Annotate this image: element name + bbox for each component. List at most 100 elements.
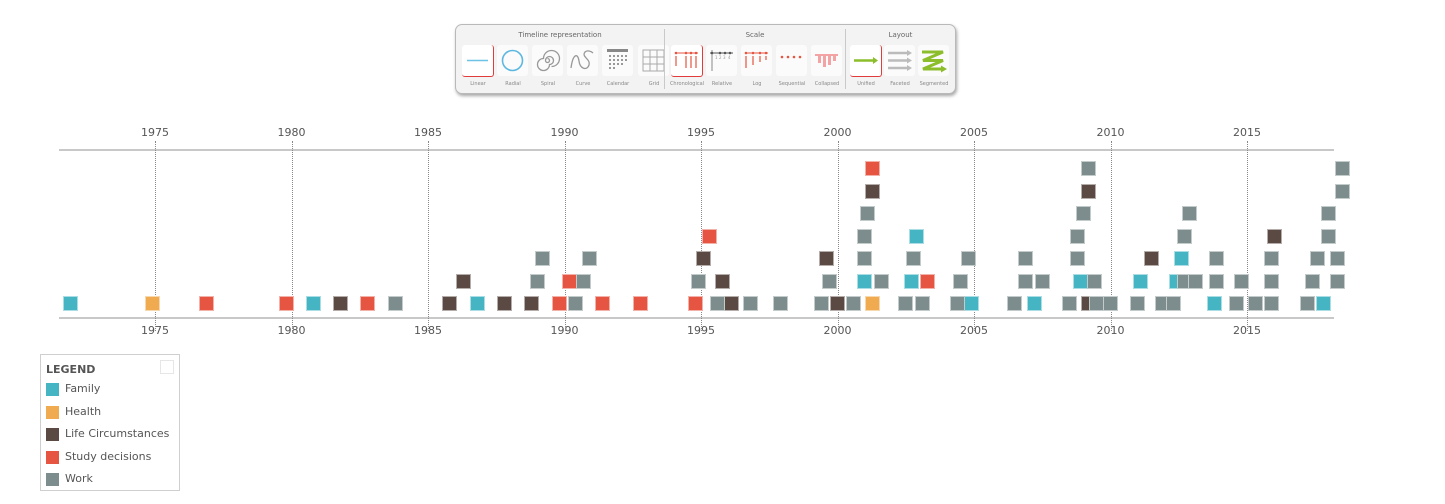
- event-marker-study-decisions[interactable]: [199, 296, 215, 311]
- event-marker-work[interactable]: [857, 228, 873, 244]
- event-marker-family[interactable]: [1133, 273, 1149, 289]
- event-marker-work[interactable]: [1018, 273, 1034, 289]
- event-marker-work[interactable]: [906, 251, 922, 266]
- event-marker-life-circumstances[interactable]: [1143, 251, 1159, 266]
- event-marker-family[interactable]: [305, 296, 321, 311]
- event-marker-work[interactable]: [1187, 273, 1203, 289]
- collapsed-button[interactable]: [811, 45, 842, 76]
- event-marker-work[interactable]: [1007, 296, 1023, 311]
- spiral-button[interactable]: [532, 45, 563, 76]
- event-marker-work[interactable]: [709, 296, 725, 311]
- log-button[interactable]: [741, 45, 772, 76]
- event-marker-family[interactable]: [909, 228, 925, 244]
- event-marker-family[interactable]: [1173, 251, 1189, 266]
- event-marker-life-circumstances[interactable]: [1081, 183, 1097, 199]
- event-marker-work[interactable]: [1228, 296, 1244, 311]
- event-marker-life-circumstances[interactable]: [442, 296, 458, 311]
- unified-button[interactable]: [850, 45, 882, 77]
- event-marker-health[interactable]: [865, 296, 881, 311]
- event-marker-work[interactable]: [857, 251, 873, 266]
- chronological-button[interactable]: [671, 45, 703, 77]
- legend-detach-icon[interactable]: [160, 360, 174, 374]
- event-marker-life-circumstances[interactable]: [865, 183, 881, 199]
- event-marker-work[interactable]: [1070, 251, 1086, 266]
- event-marker-family[interactable]: [1315, 296, 1331, 311]
- event-marker-work[interactable]: [1018, 251, 1034, 266]
- event-marker-life-circumstances[interactable]: [1266, 228, 1282, 244]
- event-marker-work[interactable]: [1165, 296, 1181, 311]
- event-marker-study-decisions[interactable]: [595, 296, 611, 311]
- event-marker-study-decisions[interactable]: [920, 273, 936, 289]
- event-marker-work[interactable]: [860, 206, 876, 221]
- event-marker-family[interactable]: [1206, 296, 1222, 311]
- event-marker-family[interactable]: [857, 273, 873, 289]
- event-marker-life-circumstances[interactable]: [496, 296, 512, 311]
- event-marker-work[interactable]: [1075, 206, 1091, 221]
- faceted-button[interactable]: [884, 45, 915, 76]
- event-marker-work[interactable]: [1329, 273, 1345, 289]
- segmented-button[interactable]: [918, 45, 949, 76]
- event-marker-work[interactable]: [1086, 273, 1102, 289]
- event-marker-work[interactable]: [1247, 296, 1263, 311]
- event-marker-work[interactable]: [1182, 206, 1198, 221]
- event-marker-work[interactable]: [1062, 296, 1078, 311]
- event-marker-work[interactable]: [1081, 161, 1097, 176]
- event-marker-work[interactable]: [961, 251, 977, 266]
- event-marker-work[interactable]: [1264, 273, 1280, 289]
- event-marker-work[interactable]: [950, 296, 966, 311]
- event-marker-study-decisions[interactable]: [865, 161, 881, 176]
- event-marker-work[interactable]: [1299, 296, 1315, 311]
- event-marker-work[interactable]: [1176, 228, 1192, 244]
- radial-button[interactable]: [497, 45, 528, 76]
- event-marker-life-circumstances[interactable]: [723, 296, 739, 311]
- event-marker-family[interactable]: [62, 296, 78, 311]
- event-marker-family[interactable]: [469, 296, 485, 311]
- event-marker-work[interactable]: [535, 251, 551, 266]
- event-marker-work[interactable]: [690, 273, 706, 289]
- event-marker-work[interactable]: [846, 296, 862, 311]
- event-marker-family[interactable]: [1026, 296, 1042, 311]
- event-marker-family[interactable]: [903, 273, 919, 289]
- event-marker-study-decisions[interactable]: [688, 296, 704, 311]
- event-marker-study-decisions[interactable]: [633, 296, 649, 311]
- event-marker-life-circumstances[interactable]: [524, 296, 540, 311]
- event-marker-work[interactable]: [1034, 273, 1050, 289]
- event-marker-life-circumstances[interactable]: [333, 296, 349, 311]
- event-marker-study-decisions[interactable]: [701, 228, 717, 244]
- event-marker-work[interactable]: [1329, 251, 1345, 266]
- event-marker-work[interactable]: [821, 273, 837, 289]
- event-marker-work[interactable]: [1103, 296, 1118, 311]
- event-marker-work[interactable]: [1310, 251, 1326, 266]
- event-marker-life-circumstances[interactable]: [455, 273, 471, 289]
- event-marker-work[interactable]: [581, 251, 597, 266]
- event-marker-work[interactable]: [1321, 206, 1337, 221]
- event-marker-work[interactable]: [1264, 296, 1280, 311]
- event-marker-study-decisions[interactable]: [360, 296, 376, 311]
- event-marker-work[interactable]: [1321, 228, 1337, 244]
- event-marker-work[interactable]: [914, 296, 930, 311]
- event-marker-work[interactable]: [1264, 251, 1280, 266]
- event-marker-work[interactable]: [529, 273, 545, 289]
- event-marker-life-circumstances[interactable]: [830, 296, 845, 311]
- event-marker-study-decisions[interactable]: [551, 296, 567, 311]
- calendar-button[interactable]: [602, 45, 633, 76]
- event-marker-work[interactable]: [1130, 296, 1146, 311]
- event-marker-work[interactable]: [1209, 273, 1225, 289]
- event-marker-study-decisions[interactable]: [278, 296, 294, 311]
- event-marker-work[interactable]: [873, 273, 889, 289]
- event-marker-work[interactable]: [567, 296, 583, 311]
- event-marker-work[interactable]: [1305, 273, 1321, 289]
- event-marker-work[interactable]: [898, 296, 914, 311]
- event-marker-family[interactable]: [963, 296, 979, 311]
- event-marker-work[interactable]: [1335, 183, 1351, 199]
- event-marker-work[interactable]: [1234, 273, 1250, 289]
- linear-button[interactable]: [462, 45, 494, 77]
- event-marker-life-circumstances[interactable]: [715, 273, 731, 289]
- event-marker-health[interactable]: [144, 296, 160, 311]
- event-marker-work[interactable]: [576, 273, 592, 289]
- event-marker-work[interactable]: [1070, 228, 1086, 244]
- sequential-button[interactable]: [776, 45, 807, 76]
- event-marker-work[interactable]: [772, 296, 788, 311]
- event-marker-work[interactable]: [813, 296, 829, 311]
- curve-button[interactable]: [567, 45, 598, 76]
